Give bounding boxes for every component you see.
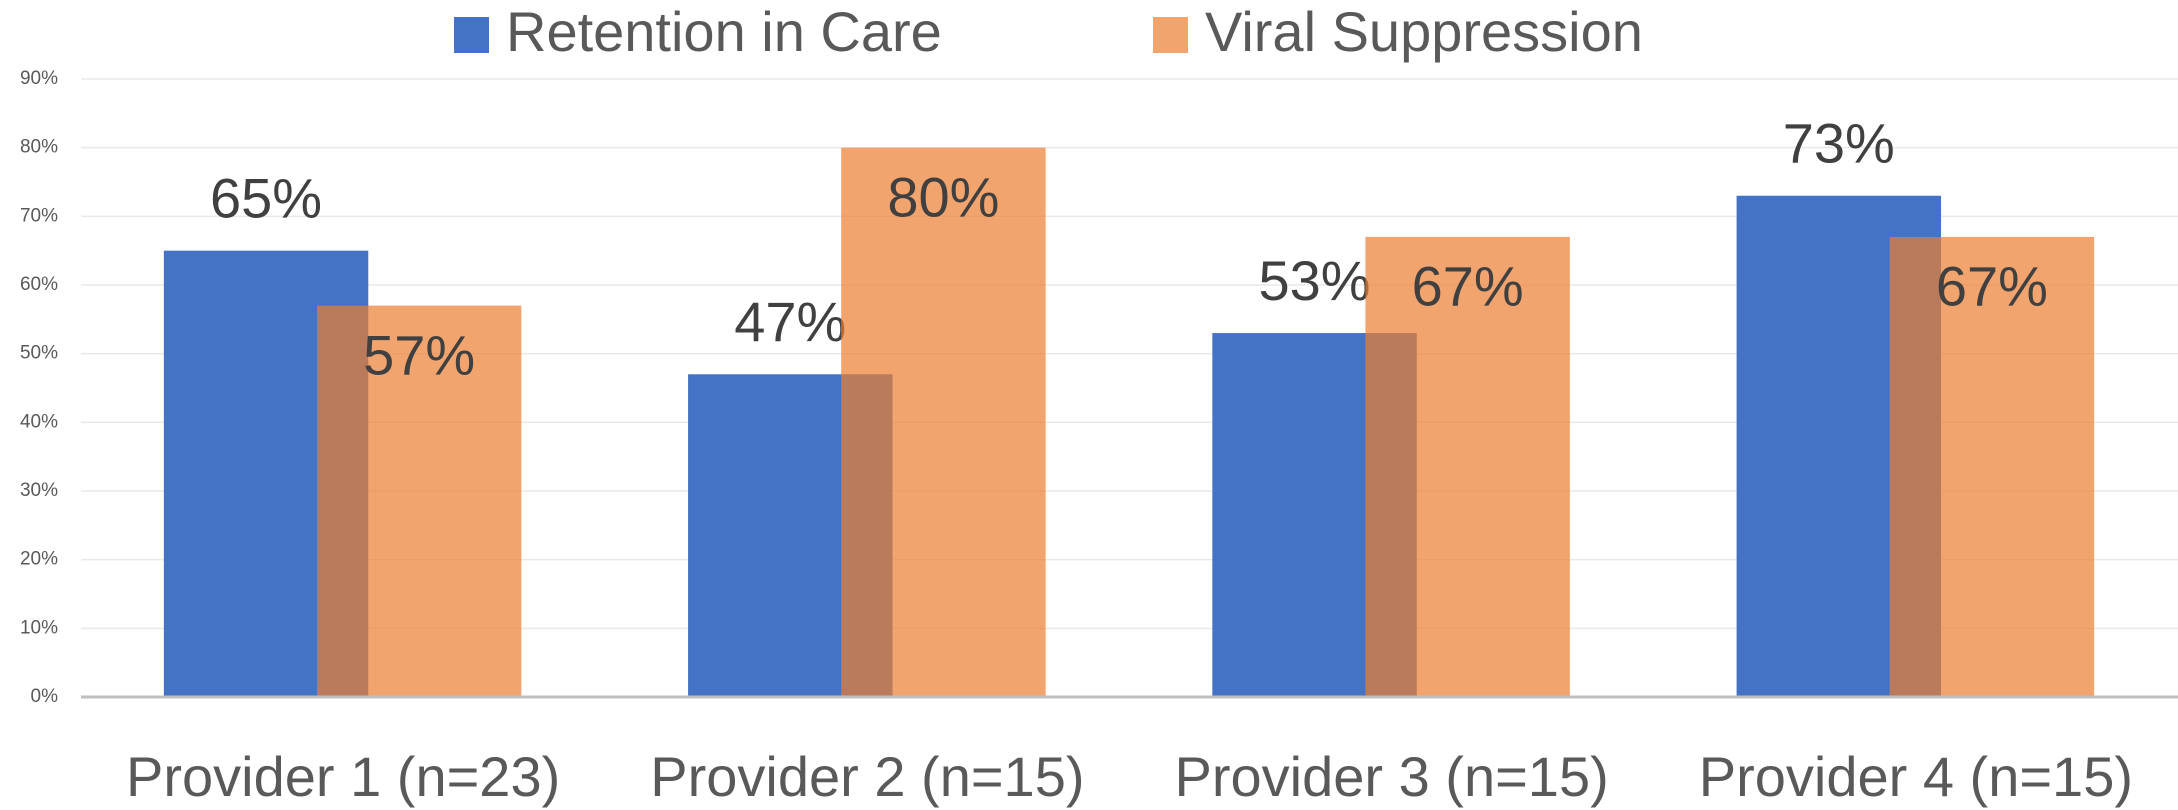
data-label: 53% (1259, 249, 1371, 312)
y-tick-label: 10% (20, 617, 58, 638)
x-tick-label: Provider 1 (n=23) (126, 745, 560, 808)
bar (841, 147, 1046, 697)
legend-swatch (454, 17, 489, 53)
x-tick-label: Provider 4 (n=15) (1699, 745, 2133, 808)
x-tick-label: Provider 3 (n=15) (1175, 745, 1609, 808)
data-label: 67% (1412, 255, 1524, 318)
legend-swatch (1153, 17, 1188, 53)
y-tick-label: 70% (20, 205, 58, 226)
data-label: 80% (887, 165, 999, 228)
bar (316, 305, 522, 697)
legend-label: Retention in Care (506, 0, 942, 63)
data-label: 67% (1936, 255, 2048, 318)
y-tick-label: 90% (20, 68, 58, 89)
bar (1365, 236, 1570, 697)
y-tick-label: 80% (20, 137, 58, 158)
data-label: 47% (734, 290, 846, 353)
y-tick-label: 50% (20, 343, 58, 364)
y-tick-label: 0% (31, 686, 59, 707)
bar (1889, 236, 2095, 697)
y-tick-label: 40% (20, 411, 58, 432)
x-tick-label: Provider 2 (n=15) (650, 745, 1084, 808)
data-label: 65% (210, 166, 322, 229)
y-tick-label: 60% (20, 274, 58, 295)
y-tick-label: 20% (20, 549, 58, 570)
legend-label: Viral Suppression (1205, 0, 1643, 63)
data-label: 73% (1783, 112, 1895, 175)
y-tick-label: 30% (20, 480, 58, 501)
data-label: 57% (363, 323, 475, 386)
